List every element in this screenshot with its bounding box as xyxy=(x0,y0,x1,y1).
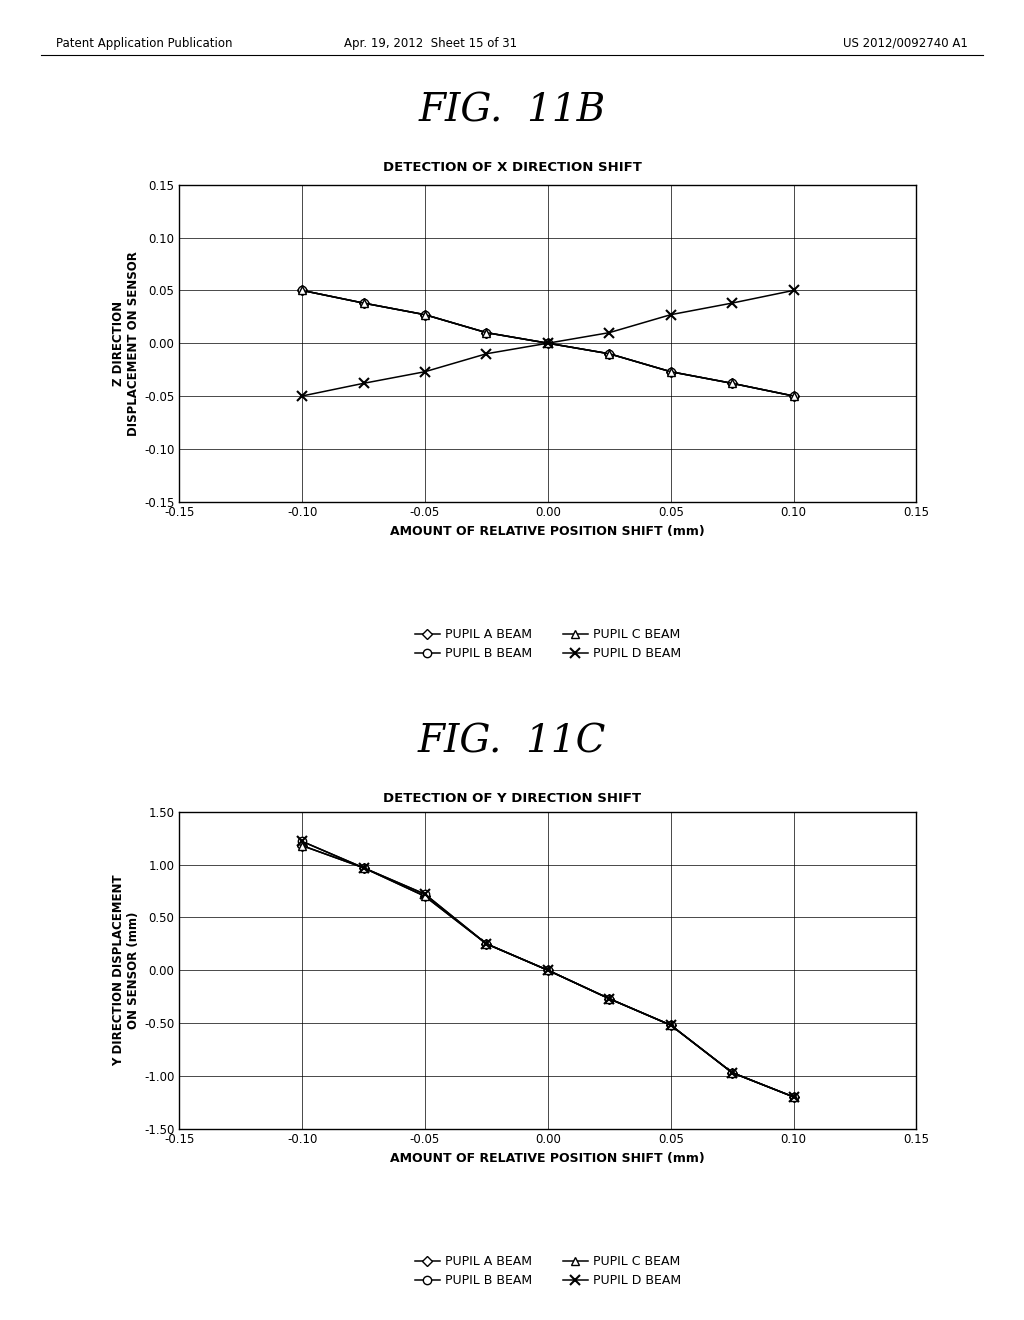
Legend: PUPIL A BEAM, PUPIL B BEAM, PUPIL C BEAM, PUPIL D BEAM: PUPIL A BEAM, PUPIL B BEAM, PUPIL C BEAM… xyxy=(415,1255,681,1287)
Text: FIG.  11C: FIG. 11C xyxy=(418,723,606,760)
Legend: PUPIL A BEAM, PUPIL B BEAM, PUPIL C BEAM, PUPIL D BEAM: PUPIL A BEAM, PUPIL B BEAM, PUPIL C BEAM… xyxy=(415,628,681,660)
Text: US 2012/0092740 A1: US 2012/0092740 A1 xyxy=(843,37,968,50)
Text: FIG.  11B: FIG. 11B xyxy=(419,92,605,129)
X-axis label: AMOUNT OF RELATIVE POSITION SHIFT (mm): AMOUNT OF RELATIVE POSITION SHIFT (mm) xyxy=(390,1152,706,1166)
Text: DETECTION OF X DIRECTION SHIFT: DETECTION OF X DIRECTION SHIFT xyxy=(383,161,641,174)
X-axis label: AMOUNT OF RELATIVE POSITION SHIFT (mm): AMOUNT OF RELATIVE POSITION SHIFT (mm) xyxy=(390,525,706,539)
Text: DETECTION OF Y DIRECTION SHIFT: DETECTION OF Y DIRECTION SHIFT xyxy=(383,792,641,805)
Y-axis label: Z DIRECTION
DISPLACEMENT ON SENSOR: Z DIRECTION DISPLACEMENT ON SENSOR xyxy=(112,251,140,436)
Text: Apr. 19, 2012  Sheet 15 of 31: Apr. 19, 2012 Sheet 15 of 31 xyxy=(343,37,517,50)
Text: Patent Application Publication: Patent Application Publication xyxy=(56,37,232,50)
Y-axis label: Y DIRECTION DISPLACEMENT
ON SENSOR (mm): Y DIRECTION DISPLACEMENT ON SENSOR (mm) xyxy=(112,874,140,1067)
